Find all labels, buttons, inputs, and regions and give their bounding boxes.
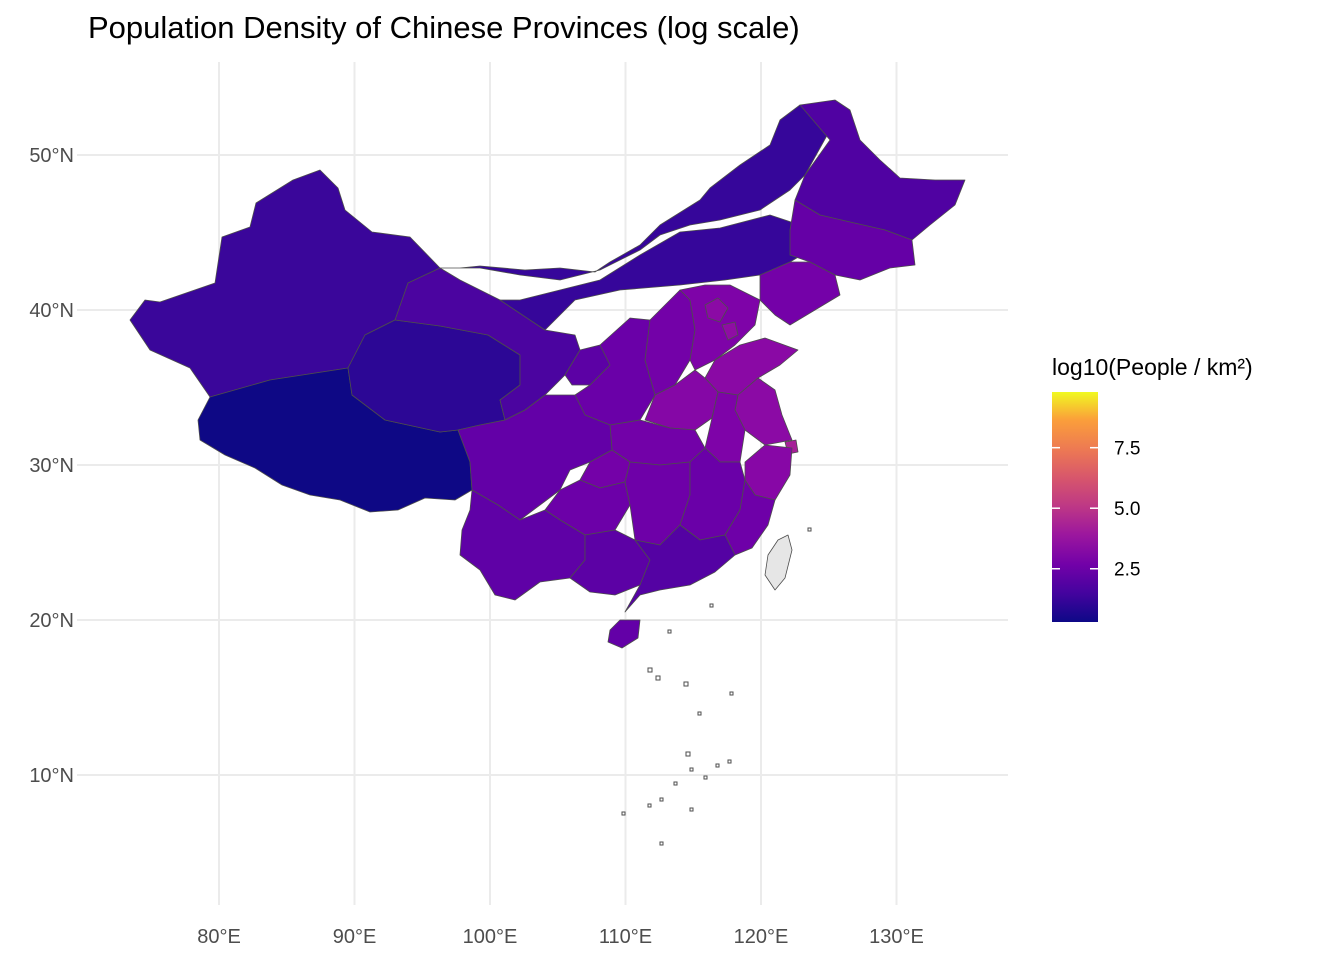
legend-tick-label: 7.5 bbox=[1114, 439, 1140, 460]
region-heilongjiang bbox=[794, 99, 966, 241]
y-tick-label: 20°N bbox=[29, 610, 74, 632]
region-yunnan bbox=[459, 489, 586, 601]
region-liaoning bbox=[759, 261, 841, 326]
region-taiwan bbox=[764, 534, 793, 591]
legend-tick-label: 2.5 bbox=[1114, 560, 1140, 581]
x-tick-label: 120°E bbox=[734, 926, 789, 948]
y-tick-label: 40°N bbox=[29, 300, 74, 322]
x-tick-label: 110°E bbox=[599, 926, 652, 948]
region-beijing bbox=[704, 297, 729, 323]
region-guangxi bbox=[569, 529, 651, 596]
map-title: Population Density of Chinese Provinces … bbox=[88, 10, 800, 45]
legend-tick-label: 5.0 bbox=[1114, 499, 1140, 520]
province-regions bbox=[129, 99, 966, 846]
region-guangdong bbox=[624, 524, 736, 613]
y-tick-label: 50°N bbox=[29, 145, 74, 167]
region-jilin bbox=[789, 199, 916, 281]
region-hebei bbox=[679, 284, 761, 371]
legend-title: log10(People / km²) bbox=[1052, 354, 1253, 380]
x-tick-label: 80°E bbox=[197, 926, 241, 948]
legend-colorbar bbox=[1052, 392, 1098, 622]
x-tick-label: 130°E bbox=[869, 926, 924, 948]
y-tick-label: 30°N bbox=[29, 455, 74, 477]
axis-labels: 80°E 90°E 100°E 110°E 120°E 130°E 10°N 20°N 30°N… bbox=[29, 145, 924, 948]
legend: log10(People / km²) 2.5 5.0 7.5 bbox=[1052, 354, 1253, 622]
x-tick-label: 100°E bbox=[463, 926, 518, 948]
region-hainan bbox=[607, 619, 641, 649]
island-dots bbox=[621, 527, 812, 846]
region-tianjin bbox=[721, 321, 739, 341]
y-tick-label: 10°N bbox=[29, 765, 74, 787]
x-tick-label: 90°E bbox=[333, 926, 377, 948]
